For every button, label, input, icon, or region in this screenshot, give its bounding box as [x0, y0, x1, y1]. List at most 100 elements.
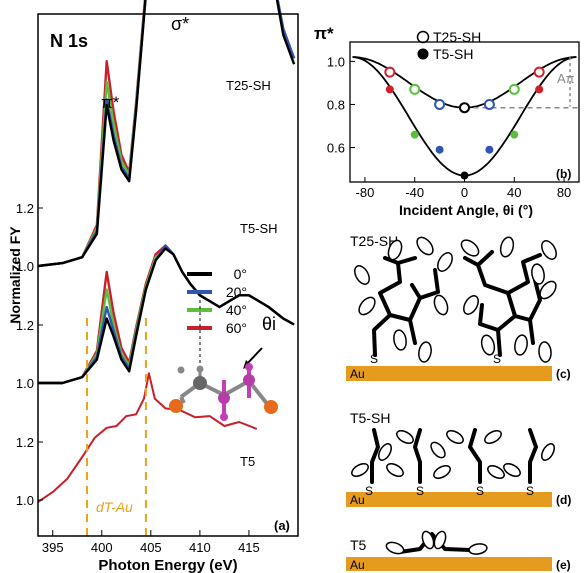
- sulfur-atom: [264, 400, 278, 414]
- data-point-open: [434, 98, 446, 110]
- legend-label: 20°: [226, 284, 247, 300]
- legend-marker-open: [416, 30, 430, 44]
- t25-thiophene-rings: [354, 236, 557, 363]
- y-tick-label: 1.0: [327, 54, 345, 69]
- sigma-star-label: σ*: [171, 14, 189, 34]
- molecule-bond: [179, 396, 186, 404]
- data-point-filled: [410, 130, 419, 139]
- panel-a-yticks: 1.0 1.2 1.0 1.2 1.0 1.2: [16, 201, 43, 508]
- panel-a-curves: [37, 0, 296, 503]
- y-tick-label: 1.0: [16, 493, 34, 508]
- series-label-t5-sh: T5-SH: [240, 221, 278, 236]
- data-point-filled: [460, 171, 469, 180]
- theta-label: θi: [262, 314, 276, 334]
- panel-b-ylabel: π*: [314, 24, 334, 43]
- panel-b-xticks: -80 -40 0 40 80: [356, 177, 571, 200]
- spectrum-line: [37, 0, 296, 268]
- orbital-lobe: [245, 363, 253, 371]
- legend-label: 40°: [226, 302, 247, 318]
- data-point-filled: [385, 85, 394, 94]
- panel-b-plot: [352, 56, 579, 180]
- panel-a-xlabel: Photon Energy (eV): [98, 557, 237, 573]
- gold-substrate-c: [346, 366, 552, 381]
- data-point-open: [483, 98, 495, 110]
- x-tick-label: 405: [140, 540, 162, 555]
- x-tick-label: 0: [461, 185, 468, 200]
- legend-label-t5-sh: T5-SH: [433, 46, 473, 62]
- legend-marker-filled: [417, 48, 429, 60]
- x-tick-label: 40: [507, 185, 521, 200]
- s-label-d4: S: [526, 484, 534, 498]
- panel-a-ylabel: Normalized FY: [7, 226, 23, 324]
- data-point-open: [533, 66, 545, 78]
- y-tick-label: 1.0: [16, 376, 34, 391]
- panel-b-letter: (b): [556, 167, 571, 181]
- data-point-filled: [535, 85, 544, 94]
- panel-b: -80 -40 0 40 80 0.6 0.8 1.0 π* Incident Angle,…: [314, 24, 580, 218]
- data-point-open: [459, 102, 470, 114]
- legend-label-t25-sh: T25-SH: [433, 29, 481, 45]
- orbital-lobe: [220, 413, 228, 421]
- s-label-c1: S: [370, 352, 378, 366]
- pi-star-label: π*: [101, 93, 120, 112]
- au-label-e: Au: [350, 558, 365, 572]
- t5-flat-chain: [398, 532, 472, 554]
- t25-chains: [372, 250, 542, 357]
- t5-chains: [370, 428, 538, 484]
- series-label-t25-sh: T25-SH: [226, 78, 271, 93]
- t5-thiophene-rings: [351, 430, 555, 479]
- legend-label: 0°: [234, 266, 247, 282]
- panel-b-xlabel: Incident Angle, θi (°): [399, 202, 533, 218]
- panel-a-title: N 1s: [50, 31, 88, 51]
- panel-d-letter: (d): [556, 493, 571, 507]
- gold-substrate-e: [346, 557, 552, 571]
- spectrum-line: [37, 0, 296, 268]
- y-tick-label: 1.0: [16, 259, 34, 274]
- sulfur-atom: [169, 399, 183, 413]
- gold-substrate-d: [346, 492, 552, 507]
- x-tick-label: 80: [557, 185, 571, 200]
- series-label-t5: T5: [240, 454, 255, 469]
- panel-e: T5 Au (e): [346, 530, 571, 572]
- data-point-open: [508, 83, 520, 95]
- x-tick-label: -40: [405, 185, 424, 200]
- nitrogen-atom: [243, 374, 255, 386]
- hydrogen-atom: [177, 366, 185, 374]
- data-point-open: [409, 83, 421, 95]
- data-point-filled: [435, 145, 444, 154]
- hydrogen-atom: [196, 365, 204, 373]
- dt-au-label: dT-Au: [96, 499, 133, 515]
- au-label-d: Au: [350, 493, 365, 507]
- s-label-d1: S: [365, 484, 373, 498]
- panel-c-letter: (c): [556, 367, 571, 381]
- x-tick-label: 410: [189, 540, 211, 555]
- data-point-open: [384, 66, 396, 78]
- x-tick-label: 395: [42, 540, 64, 555]
- panel-a-frame: [37, 13, 299, 537]
- s-label-d3: S: [476, 484, 484, 498]
- s-label-d2: S: [416, 484, 424, 498]
- molecule-diagram: θi: [169, 300, 278, 421]
- spectrum-line: [38, 247, 295, 385]
- spectrum-line: [38, 244, 295, 385]
- panel-e-letter: (e): [556, 558, 571, 572]
- spectrum-line: [38, 244, 295, 385]
- panel-b-yticks: 0.6 0.8 1.0: [327, 54, 355, 156]
- legend-label: 60°: [226, 320, 247, 336]
- panel-a-letter: (a): [274, 518, 290, 533]
- panel-e-label: T5: [350, 537, 367, 553]
- spectrum-line: [37, 0, 296, 268]
- panel-a-xticks: 395 400 405 410 415: [42, 530, 260, 555]
- x-tick-label: 400: [91, 540, 113, 555]
- carbon-atom: [193, 376, 207, 390]
- data-point-filled: [510, 130, 519, 139]
- y-tick-label: 1.2: [16, 318, 34, 333]
- y-tick-label: 0.6: [327, 141, 345, 156]
- t5-flat-rings: [385, 530, 488, 555]
- y-tick-label: 0.8: [327, 97, 345, 112]
- y-tick-label: 1.2: [16, 435, 34, 450]
- a-pi-label: Aπ: [557, 71, 575, 86]
- panel-d: T5-SH Au (d) S S S S: [346, 410, 571, 507]
- x-tick-label: -80: [356, 185, 375, 200]
